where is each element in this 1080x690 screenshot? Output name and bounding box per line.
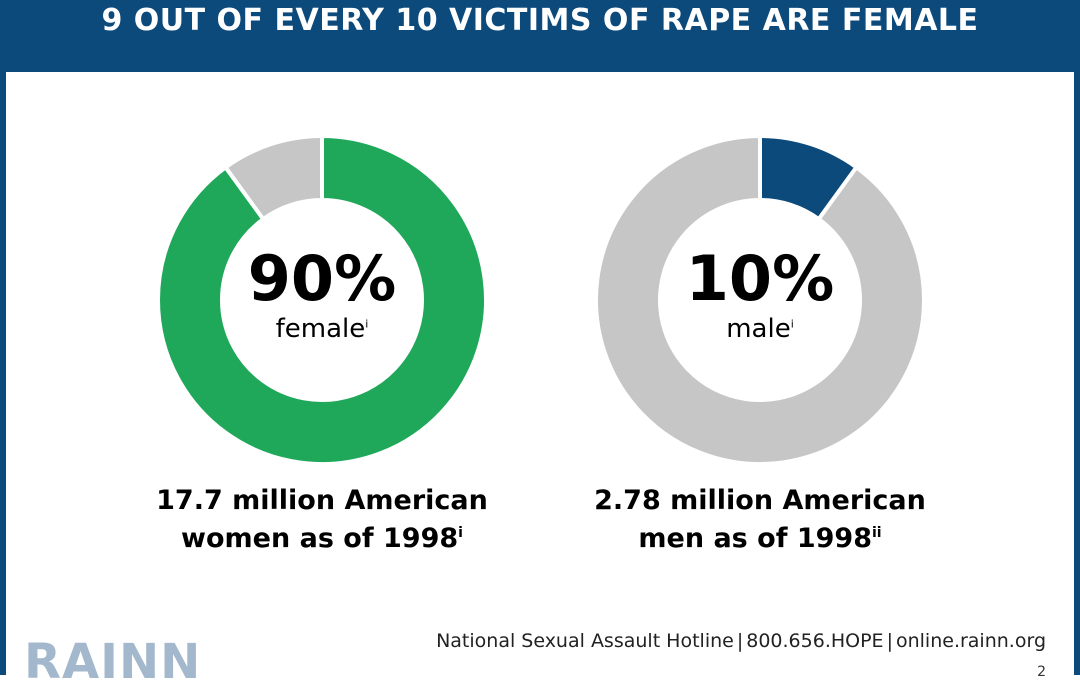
female-donut-svg xyxy=(156,133,488,466)
female-donut-chart: 90% femalei xyxy=(152,130,492,470)
male-donut-chart: 10% malei xyxy=(590,130,930,470)
donut-slice-other xyxy=(594,133,926,466)
male-caption-line2: men as of 1998ii xyxy=(550,520,970,558)
male-caption-line2-text: men as of 1998 xyxy=(638,523,872,554)
female-caption-line1: 17.7 million American xyxy=(156,485,488,516)
male-caption-line1: 2.78 million American xyxy=(594,485,926,516)
female-caption-footnote: i xyxy=(458,525,463,541)
hotline-phone: 800.656.HOPE xyxy=(746,630,884,652)
male-donut-svg xyxy=(594,133,926,466)
footer-contact: National Sexual Assault Hotline | 800.656.… xyxy=(436,630,1046,652)
hotline-name: National Sexual Assault Hotline xyxy=(436,630,734,652)
footer-separator: | xyxy=(736,630,744,652)
donut-slice-other xyxy=(222,133,324,222)
page-number: 2 xyxy=(1037,664,1046,680)
footer-separator: | xyxy=(886,630,893,652)
rainn-logo: RAINN xyxy=(24,634,202,690)
female-caption-line2: women as of 1998i xyxy=(112,520,532,558)
page-title: 9 OUT OF EVERY 10 VICTIMS OF RAPE ARE FE… xyxy=(101,2,979,38)
female-caption: 17.7 million American women as of 1998i xyxy=(112,482,532,558)
male-caption-footnote: ii xyxy=(872,525,882,541)
female-caption-line2-text: women as of 1998 xyxy=(181,523,459,554)
male-caption: 2.78 million American men as of 1998ii xyxy=(550,482,970,558)
donut-slice-female xyxy=(156,133,488,466)
hotline-website: online.rainn.org xyxy=(895,630,1046,652)
header-bar: 9 OUT OF EVERY 10 VICTIMS OF RAPE ARE FE… xyxy=(0,0,1080,72)
